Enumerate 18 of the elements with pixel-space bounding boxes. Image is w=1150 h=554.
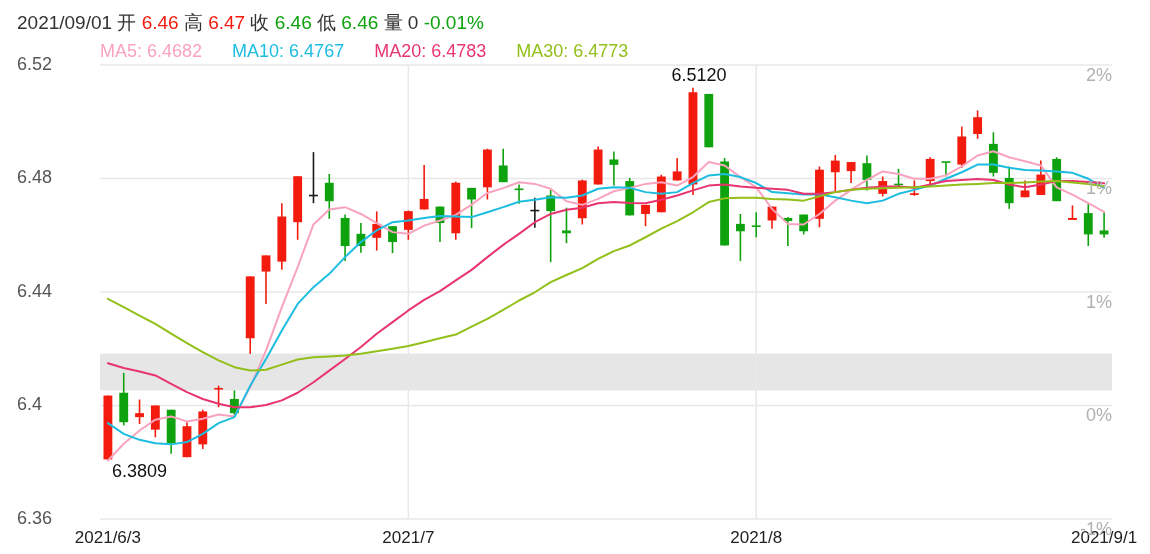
x-tick-label: 2021/7 xyxy=(382,528,435,547)
text: MA20: 6.4783 xyxy=(374,41,487,61)
annotation: 6.3809 xyxy=(111,460,167,481)
text: MA10: 6.4767 xyxy=(232,41,345,61)
y2-tick-label: 0% xyxy=(1085,405,1112,426)
annotation: 6.5120 xyxy=(671,64,727,85)
chart-title: 2021/09/01 开 6.46 高 6.47 收 6.46 低 6.46 量 0 -0.01% xyxy=(17,12,484,33)
x-tick-label: 2021/6/3 xyxy=(74,528,141,547)
y-tick-label: 6.48 xyxy=(17,167,53,188)
y-tick-label: 6.36 xyxy=(17,507,53,528)
x-tick-label: 2021/8 xyxy=(730,528,783,547)
y-tick-label: 6.44 xyxy=(17,280,53,301)
y-tick-label: 6.52 xyxy=(17,53,53,74)
y-tick-label: 6.4 xyxy=(17,394,43,415)
text: MA5: 6.4682 xyxy=(100,41,203,61)
text: MA30: 6.4773 xyxy=(516,41,629,61)
y2-tick-label: 2% xyxy=(1085,64,1112,85)
y2-tick-label: 1% xyxy=(1085,291,1112,312)
